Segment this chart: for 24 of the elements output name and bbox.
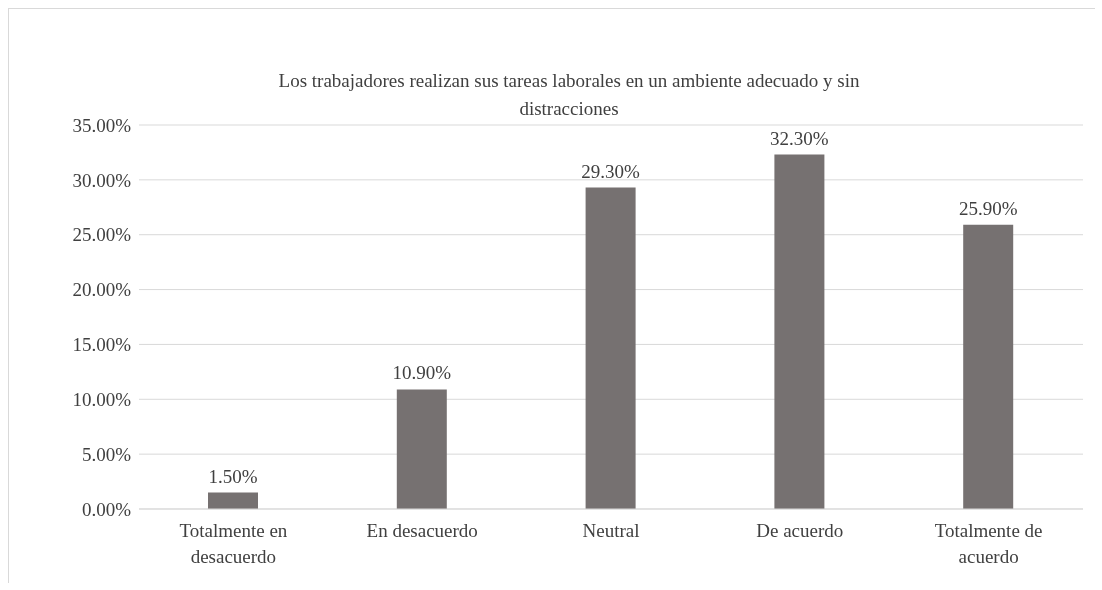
y-tick-label: 15.00% xyxy=(72,334,132,356)
bar xyxy=(208,492,258,509)
bar xyxy=(963,224,1014,509)
x-tick-label: Totalmente de acuerdo xyxy=(934,520,1043,567)
y-tick-label: 35.00% xyxy=(72,114,132,136)
y-tick-label: 0.00% xyxy=(81,498,132,520)
x-tick-label: Totalmente en desacuerdo xyxy=(179,520,288,567)
x-tick-label: Neutral xyxy=(582,520,640,541)
y-tick-label: 5.00% xyxy=(81,443,132,465)
data-label: 25.90% xyxy=(958,197,1018,219)
x-tick-label: De acuerdo xyxy=(756,520,844,541)
data-label: 1.50% xyxy=(208,465,258,487)
bar xyxy=(585,187,636,509)
y-tick-label: 20.00% xyxy=(72,279,132,301)
y-tick-label: 30.00% xyxy=(72,169,132,191)
y-tick-label: 10.00% xyxy=(72,389,132,411)
x-tick-label: En desacuerdo xyxy=(366,520,478,541)
data-label: 32.30% xyxy=(770,127,829,149)
data-label: 29.30% xyxy=(581,160,641,182)
data-label: 10.90% xyxy=(392,362,452,384)
y-tick-label: 25.00% xyxy=(72,224,132,246)
bar xyxy=(396,389,447,509)
chart-title: Los trabajadores realizan sus tareas laborales en un ambiente adecuado y sin distracciones xyxy=(277,69,861,121)
bar xyxy=(774,154,825,509)
